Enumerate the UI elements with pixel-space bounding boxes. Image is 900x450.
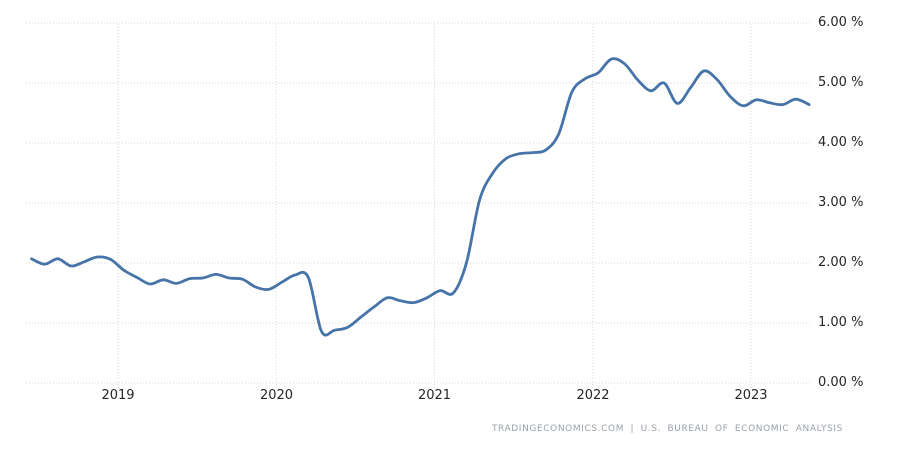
y-tick-label: 4.00 % xyxy=(818,135,864,150)
y-tick-label: 2.00 % xyxy=(818,255,864,270)
y-tick-label: 5.00 % xyxy=(818,75,864,90)
series-line xyxy=(30,57,811,337)
x-tick-label: 2019 xyxy=(101,388,135,403)
x-tick-label: 2022 xyxy=(576,388,610,403)
attribution-text: TRADINGECONOMICS.COM | U.S. BUREAU OF EC… xyxy=(491,424,843,434)
y-tick-label: 6.00 % xyxy=(818,15,864,30)
x-tick-label: 2023 xyxy=(734,388,768,403)
x-tick-label: 2020 xyxy=(259,388,294,403)
y-tick-label: 1.00 % xyxy=(818,315,864,330)
x-tick-label: 2021 xyxy=(417,388,452,403)
y-tick-label: 3.00 % xyxy=(818,195,864,210)
y-tick-label: 0.00 % xyxy=(818,375,864,390)
